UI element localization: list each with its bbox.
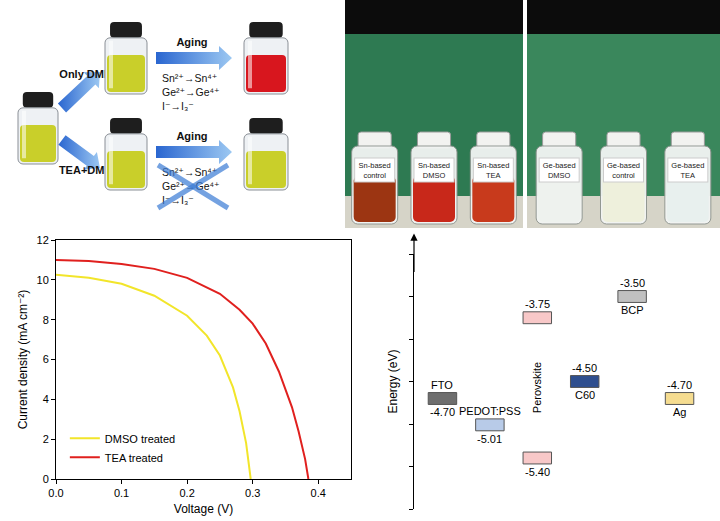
svg-text:Energy (eV): Energy (eV) xyxy=(386,349,400,413)
svg-text:-3.75: -3.75 xyxy=(525,298,550,310)
svg-text:Aging: Aging xyxy=(176,36,207,48)
svg-text:10: 10 xyxy=(37,274,49,286)
svg-text:FTO: FTO xyxy=(431,379,453,391)
svg-text:Sn²⁺→Sn⁴⁺: Sn²⁺→Sn⁴⁺ xyxy=(162,166,218,178)
svg-text:DMSO: DMSO xyxy=(423,171,446,180)
svg-text:Aging: Aging xyxy=(176,130,207,142)
svg-text:I⁻→I₃⁻: I⁻→I₃⁻ xyxy=(162,194,194,206)
svg-text:control: control xyxy=(612,171,635,180)
svg-text:Current density (mA cm⁻²): Current density (mA cm⁻²) xyxy=(16,290,30,430)
svg-text:0: 0 xyxy=(43,473,49,485)
svg-text:0.2: 0.2 xyxy=(179,487,194,499)
svg-text:Sn-based: Sn-based xyxy=(477,161,509,170)
svg-text:0.1: 0.1 xyxy=(114,487,129,499)
svg-text:DMSO treated: DMSO treated xyxy=(105,433,175,445)
svg-text:-3.50: -3.50 xyxy=(620,277,645,289)
svg-text:BCP: BCP xyxy=(621,304,644,316)
svg-text:8: 8 xyxy=(43,314,49,326)
svg-text:4: 4 xyxy=(43,393,49,405)
svg-text:Ge²⁺→Ge⁴⁺: Ge²⁺→Ge⁴⁺ xyxy=(162,86,220,98)
svg-text:Voltage (V): Voltage (V) xyxy=(174,502,233,516)
svg-text:2: 2 xyxy=(43,433,49,445)
svg-text:Ag: Ag xyxy=(673,406,686,418)
svg-text:DMSO: DMSO xyxy=(548,171,571,180)
svg-text:0.0: 0.0 xyxy=(48,487,63,499)
svg-text:Ge-based: Ge-based xyxy=(607,161,640,170)
svg-text:12: 12 xyxy=(37,234,49,246)
svg-text:0.4: 0.4 xyxy=(311,487,326,499)
svg-text:PEDOT:PSS: PEDOT:PSS xyxy=(459,405,521,417)
svg-text:-4.70: -4.70 xyxy=(667,379,692,391)
svg-text:C60: C60 xyxy=(575,389,595,401)
svg-text:Sn²⁺→Sn⁴⁺: Sn²⁺→Sn⁴⁺ xyxy=(162,72,217,84)
svg-text:Ge-based: Ge-based xyxy=(543,161,576,170)
svg-text:Only DMF: Only DMF xyxy=(59,68,111,80)
svg-text:-4.50: -4.50 xyxy=(572,362,597,374)
svg-text:Ge²⁺→Ge⁴⁺: Ge²⁺→Ge⁴⁺ xyxy=(162,180,220,192)
svg-text:control: control xyxy=(363,171,386,180)
svg-text:I⁻→I₃⁻: I⁻→I₃⁻ xyxy=(162,100,194,112)
svg-text:Perovskite: Perovskite xyxy=(531,362,543,413)
svg-text:TEA: TEA xyxy=(681,171,696,180)
svg-text:0.3: 0.3 xyxy=(245,487,260,499)
svg-text:TEA treated: TEA treated xyxy=(105,452,163,464)
svg-text:6: 6 xyxy=(43,353,49,365)
svg-text:Sn-based: Sn-based xyxy=(359,161,391,170)
svg-text:-4.70: -4.70 xyxy=(430,406,455,418)
svg-text:TEA: TEA xyxy=(486,171,501,180)
svg-text:-5.40: -5.40 xyxy=(525,466,550,478)
svg-text:-5.01: -5.01 xyxy=(477,433,502,445)
svg-text:TEA+DMF: TEA+DMF xyxy=(59,164,112,176)
svg-text:Ge-based: Ge-based xyxy=(671,161,704,170)
svg-text:Sn-based: Sn-based xyxy=(418,161,450,170)
